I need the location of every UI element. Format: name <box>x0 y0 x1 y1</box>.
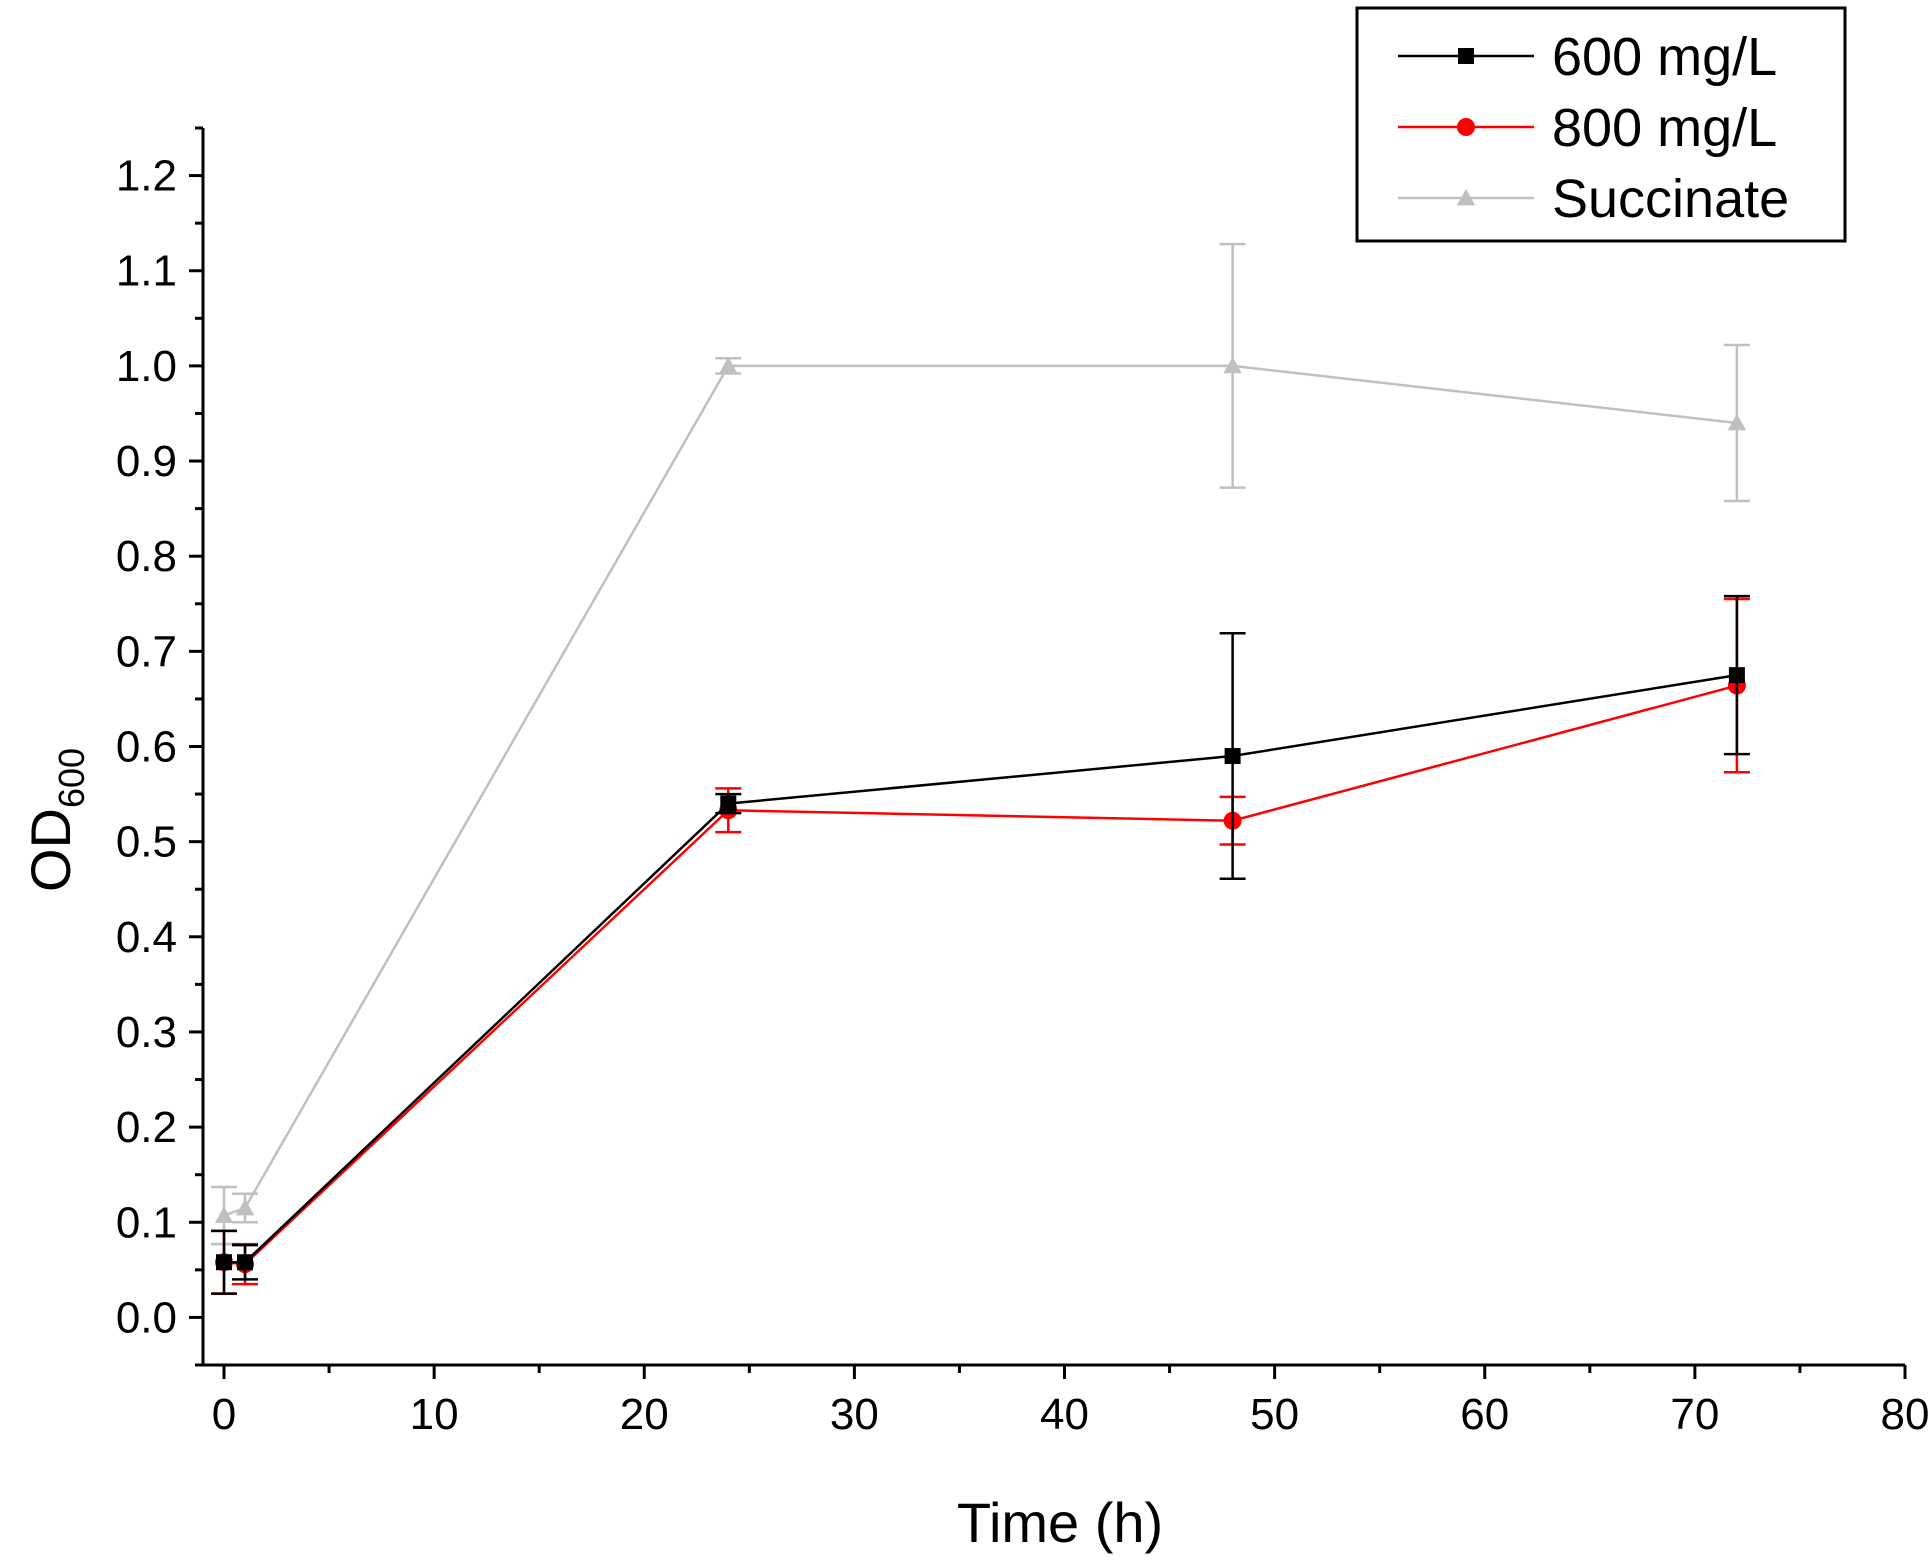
x-tick-label: 50 <box>1250 1390 1299 1439</box>
legend: 600 mg/L 800 mg/L Succinate <box>1355 6 1847 243</box>
legend-label: 600 mg/L <box>1552 27 1777 87</box>
axes: 0 10 20 30 40 50 60 70 80 0.0 0.1 0.2 0.3 0.4 0.5 0.6 0.… <box>116 126 1929 1439</box>
y-axis-title-main: OD <box>19 808 82 892</box>
x-tick-label: 30 <box>830 1390 879 1439</box>
y-tick-label: 0.5 <box>116 818 177 867</box>
legend-label: Succinate <box>1552 169 1789 229</box>
series-line <box>224 673 1738 1264</box>
data-point <box>719 356 738 374</box>
y-tick-label: 1.0 <box>116 342 177 391</box>
y-axis-title-subscript: 600 <box>51 748 92 808</box>
data-point <box>1224 748 1241 765</box>
x-axis-title: Time (h) <box>957 1491 1163 1554</box>
data-point <box>237 1254 254 1271</box>
x-tick-label: 60 <box>1460 1390 1509 1439</box>
legend-item: 600 mg/L <box>1398 27 1777 87</box>
legend-label: 800 mg/L <box>1552 98 1777 158</box>
data-point <box>1223 356 1242 374</box>
legend-marker-square-icon <box>1458 48 1474 64</box>
y-tick-label: 0.4 <box>116 913 177 962</box>
x-tick-label: 10 <box>410 1390 459 1439</box>
data-point <box>216 1254 233 1271</box>
y-tick-label: 0.3 <box>116 1008 177 1057</box>
data-point <box>720 795 737 812</box>
x-tick-label: 0 <box>212 1390 236 1439</box>
x-tick-label: 40 <box>1040 1390 1089 1439</box>
y-tick-label: 0.2 <box>116 1103 177 1152</box>
plot-area <box>211 242 1750 1295</box>
series-800-mg-l <box>211 597 1750 1295</box>
legend-box <box>1355 6 1847 243</box>
y-tick-label: 0.9 <box>116 437 177 486</box>
legend-item: Succinate <box>1398 169 1789 229</box>
y-tick-label: 0.0 <box>116 1293 177 1342</box>
legend-item: 800 mg/L <box>1398 98 1777 158</box>
y-tick-label: 1.2 <box>116 152 177 201</box>
series-succinate <box>211 242 1750 1246</box>
data-point <box>1728 667 1745 684</box>
series-line <box>223 684 1738 1266</box>
y-axis-title: OD600 <box>19 748 92 892</box>
y-tick-label: 0.7 <box>116 627 177 676</box>
data-point <box>1727 413 1747 431</box>
x-tick-label: 80 <box>1881 1390 1929 1439</box>
series-line <box>223 364 1738 1217</box>
data-point <box>214 1206 234 1223</box>
legend-marker-triangle-icon <box>1456 188 1476 206</box>
y-tick-label: 0.8 <box>116 532 177 581</box>
x-tick-label: 20 <box>620 1390 669 1439</box>
y-tick-label: 0.6 <box>116 723 177 772</box>
series-600-mg-l <box>211 594 1750 1295</box>
y-tick-label: 1.1 <box>116 247 177 296</box>
data-point <box>235 1198 255 1216</box>
x-tick-label: 70 <box>1670 1390 1719 1439</box>
legend-marker-circle-icon <box>1457 118 1475 136</box>
y-tick-label: 0.1 <box>116 1198 177 1247</box>
